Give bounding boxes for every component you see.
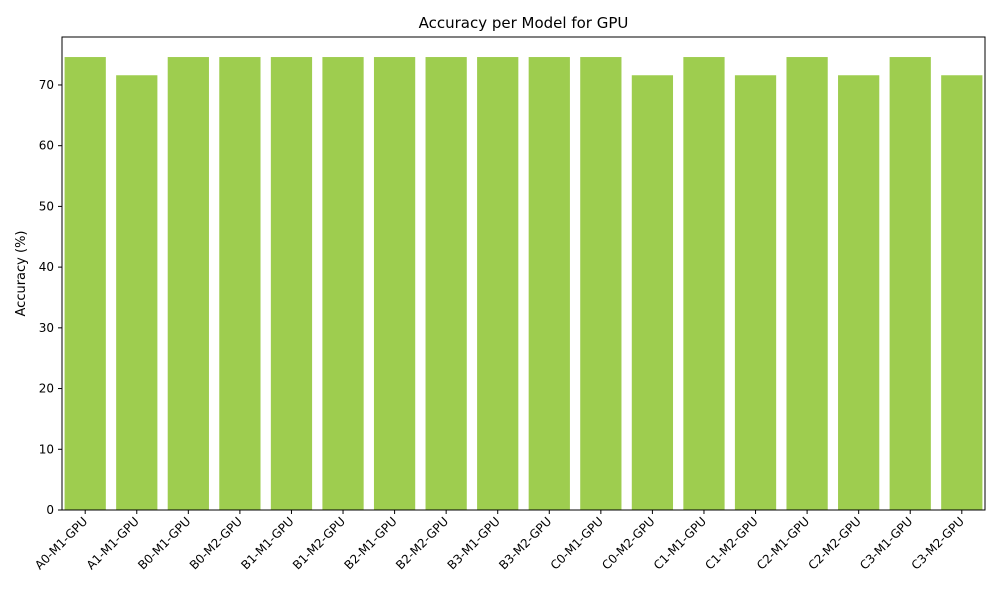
x-tick-label: B0-M1-GPU	[135, 514, 193, 572]
bar-C0-M2-GPU	[631, 75, 674, 510]
x-tick-label: C2-M1-GPU	[754, 514, 812, 572]
bar-C2-M1-GPU	[786, 57, 828, 510]
bar-B0-M1-GPU	[167, 57, 209, 510]
x-tick-label: C3-M2-GPU	[909, 514, 967, 572]
y-tick-label: 60	[39, 139, 54, 153]
bar-C0-M1-GPU	[580, 57, 622, 510]
bar-B2-M2-GPU	[425, 57, 467, 510]
bar-C3-M1-GPU	[889, 57, 931, 510]
bar-C3-M2-GPU	[941, 75, 983, 510]
plot-frame	[61, 36, 986, 511]
bar-B3-M2-GPU	[528, 57, 570, 510]
x-tick-label: B0-M2-GPU	[187, 514, 245, 572]
x-tick-label: C1-M2-GPU	[702, 514, 760, 572]
x-tick-label: A1-M1-GPU	[84, 514, 142, 572]
y-axis-ticks: 0 10 20 30 40 50 60 70	[39, 78, 62, 517]
x-tick-label: B2-M1-GPU	[342, 514, 400, 572]
y-tick-label: 20	[39, 382, 54, 396]
bar-B1-M1-GPU	[270, 57, 313, 510]
x-tick-label: B3-M1-GPU	[445, 514, 503, 572]
bars	[64, 57, 983, 510]
bar-A1-M1-GPU	[116, 75, 158, 510]
y-tick-label: 40	[39, 260, 54, 274]
chart-title: Accuracy per Model for GPU	[419, 14, 629, 32]
bar-B1-M2-GPU	[322, 57, 364, 510]
x-tick-label: B1-M1-GPU	[238, 514, 296, 572]
x-tick-label: B3-M2-GPU	[496, 514, 554, 572]
bar-B3-M1-GPU	[477, 57, 519, 510]
y-tick-label: 0	[46, 503, 54, 517]
bar-A0-M1-GPU	[64, 57, 106, 510]
y-tick-label: 50	[39, 199, 54, 213]
y-axis-label: Accuracy (%)	[14, 231, 29, 317]
y-tick-label: 70	[39, 78, 54, 92]
x-tick-label: C0-M1-GPU	[548, 514, 606, 572]
bar-C2-M2-GPU	[838, 75, 880, 510]
x-tick-label: C3-M1-GPU	[857, 514, 915, 572]
x-tick-label: C1-M1-GPU	[651, 514, 709, 572]
x-tick-label: A0-M1-GPU	[32, 514, 90, 572]
x-tick-label: B2-M2-GPU	[393, 514, 451, 572]
y-tick-label: 30	[39, 321, 54, 335]
bar-B2-M1-GPU	[373, 57, 416, 510]
x-tick-label: B1-M2-GPU	[290, 514, 348, 572]
x-tick-label: C2-M2-GPU	[806, 514, 864, 572]
x-axis-ticks: A0-M1-GPUA1-M1-GPUB0-M1-GPUB0-M2-GPUB1-M…	[32, 510, 967, 573]
x-tick-label: C0-M2-GPU	[599, 514, 657, 572]
bar-B0-M2-GPU	[219, 57, 261, 510]
bar-C1-M1-GPU	[683, 57, 725, 510]
bar-C1-M2-GPU	[734, 75, 777, 510]
y-tick-label: 10	[39, 442, 54, 456]
